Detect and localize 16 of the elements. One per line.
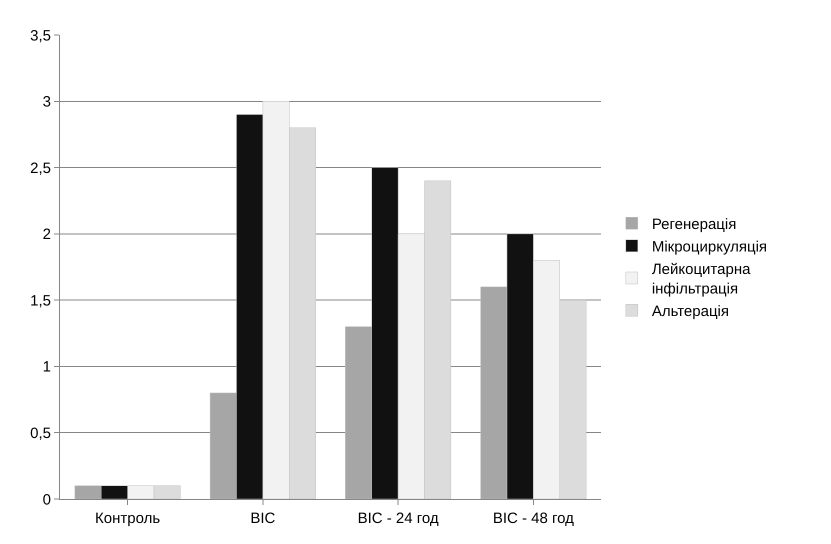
legend-label: Мікроциркуляція <box>652 238 768 256</box>
x-tick-label: ВІС - 24 год <box>358 510 439 527</box>
y-tick-label: 0,5 <box>30 424 51 442</box>
legend-label: Альтерація <box>652 303 730 320</box>
y-tick-label: 2,5 <box>30 160 51 177</box>
y-tick-label: 3,5 <box>30 27 51 44</box>
x-tick-label: ВІС <box>250 510 276 527</box>
y-tick-label: 3 <box>42 94 51 111</box>
y-tick-label: 1 <box>42 358 51 376</box>
y-tick-label: 2 <box>42 226 51 244</box>
y-tick-label: 0 <box>42 491 51 508</box>
y-tick-label: 1,5 <box>30 292 51 310</box>
legend-label: Регенерація <box>652 216 736 234</box>
x-tick-label: Контроль <box>95 510 160 527</box>
x-tick-label: ВІС - 48 год <box>492 510 574 527</box>
legend-label: Лейкоцитарна інфільтрація <box>652 261 752 298</box>
